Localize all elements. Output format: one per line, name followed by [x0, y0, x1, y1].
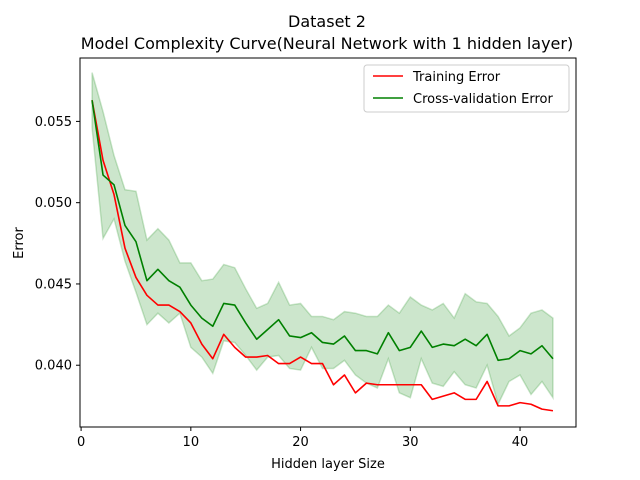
x-tick-label: 0	[77, 435, 85, 450]
legend-box	[363, 64, 570, 113]
y-tick-label: 0.045	[35, 277, 72, 292]
x-axis-label: Hidden layer Size	[271, 457, 385, 472]
y-tick-label: 0.050	[35, 196, 72, 211]
cv-confidence-band	[91, 72, 554, 407]
chart-subtitle: Model Complexity Curve(Neural Network wi…	[81, 34, 573, 53]
y-tick-label: 0.055	[35, 115, 72, 130]
x-tick-label: 40	[512, 435, 529, 450]
axes-frame	[79, 57, 577, 428]
plot-area	[91, 72, 554, 412]
legend-label-cv: Cross-validation Error	[413, 92, 553, 107]
legend: Training Error Cross-validation Error	[363, 64, 570, 113]
legend-label-training: Training Error	[412, 70, 501, 85]
y-tick-label: 0.040	[35, 359, 72, 374]
y-axis-label: Error	[12, 227, 27, 259]
axis-ticks: 0 10 20 30 40 0.040 0.045 0.050 0.055	[35, 115, 529, 450]
x-tick-label: 30	[402, 435, 419, 450]
chart-title: Dataset 2	[288, 12, 366, 31]
series-line-0	[91, 100, 554, 412]
x-tick-label: 10	[183, 435, 200, 450]
x-tick-label: 20	[292, 435, 309, 450]
series-line-1	[91, 100, 554, 362]
